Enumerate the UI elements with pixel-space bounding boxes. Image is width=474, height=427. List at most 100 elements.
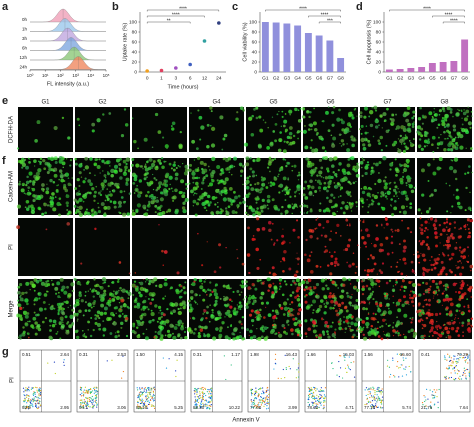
cell-red <box>447 243 452 248</box>
cell-green <box>158 284 163 289</box>
cell-green <box>242 198 245 200</box>
flow-event <box>148 402 151 404</box>
flow-event <box>202 395 204 397</box>
cell-green <box>144 167 149 172</box>
cell-green <box>291 169 294 172</box>
cell-green <box>455 309 459 313</box>
cell-green <box>433 111 435 113</box>
cell-green <box>377 202 381 206</box>
flow-event <box>292 358 294 360</box>
cell-green <box>248 192 251 196</box>
cell-green <box>177 323 181 327</box>
cell-red <box>387 338 389 340</box>
cell-red <box>455 242 458 244</box>
cell-green <box>351 210 353 212</box>
flow-event <box>265 389 268 392</box>
flow-event <box>467 356 469 358</box>
cell-red <box>390 265 393 268</box>
cell-red <box>448 222 452 226</box>
flow-event <box>196 406 198 408</box>
flow-event <box>79 399 81 401</box>
flow-event <box>202 397 204 400</box>
flow-event <box>27 388 30 391</box>
cell-green <box>444 288 448 291</box>
cell-green <box>155 284 158 287</box>
x-tick-label: 3 <box>174 75 177 81</box>
cell-green <box>146 176 148 178</box>
flow-event <box>194 401 196 403</box>
flow-event <box>344 356 346 359</box>
cell-green <box>348 301 352 305</box>
cell-green <box>89 157 93 161</box>
cell-green <box>157 130 162 134</box>
cell-green <box>346 143 348 145</box>
flow-event <box>199 387 201 390</box>
cell-green <box>212 213 215 216</box>
cell-green <box>132 294 135 296</box>
cell-red <box>201 264 204 267</box>
flow-event <box>27 406 30 408</box>
cell-green <box>250 132 255 137</box>
cell-green <box>411 282 417 288</box>
cell-green <box>170 187 173 190</box>
cell-green <box>317 186 322 190</box>
cell-red <box>300 287 302 289</box>
y-tick-label: 100 <box>373 19 381 25</box>
cell-green <box>49 305 54 311</box>
cell-green <box>200 188 203 190</box>
cell-green <box>321 287 326 291</box>
cell-green <box>121 288 126 293</box>
cell-red <box>263 281 265 283</box>
cell-green <box>300 211 302 213</box>
flow-event <box>25 387 27 389</box>
flow-event <box>462 356 464 359</box>
cell-green <box>464 172 467 175</box>
cell-red <box>348 224 351 227</box>
flow-event <box>208 396 210 398</box>
cell-green <box>172 163 176 167</box>
micrograph <box>132 218 187 276</box>
cell-green <box>319 202 322 205</box>
cell-green <box>219 326 223 330</box>
cell-green <box>327 181 332 186</box>
flow-event <box>201 387 203 389</box>
flow-event <box>463 367 465 369</box>
cell-green <box>383 185 388 190</box>
cell-green <box>93 211 96 214</box>
cell-green <box>106 317 111 322</box>
cell-red <box>423 258 427 262</box>
cell-green <box>231 300 233 303</box>
cell-green <box>251 295 254 298</box>
cell-green <box>365 163 369 167</box>
cell-green <box>36 323 41 328</box>
cell-green <box>91 129 95 133</box>
cell-green <box>390 205 393 207</box>
cell-green <box>452 128 457 132</box>
quadrant-value: 1.56 <box>364 352 373 357</box>
cell-red <box>430 326 434 330</box>
cell-green <box>17 336 20 339</box>
cell-green <box>99 172 101 174</box>
flow-event <box>437 407 439 409</box>
flow-event <box>310 387 312 389</box>
cell-green <box>78 293 83 298</box>
cell-green <box>145 306 149 309</box>
cell-green <box>197 167 200 169</box>
y-axis-label: Cell viability (%) <box>242 22 248 61</box>
cell-green <box>49 324 52 327</box>
flow-event <box>374 391 376 393</box>
flow-event <box>254 398 256 400</box>
cell-red <box>334 333 337 335</box>
cell-green <box>419 106 422 110</box>
cell-red <box>246 253 251 257</box>
flow-event <box>323 390 325 392</box>
flow-event <box>312 386 315 388</box>
cell-green <box>358 329 363 334</box>
cell-green <box>434 113 438 117</box>
cell-green <box>155 188 158 192</box>
micrograph <box>132 107 187 152</box>
flow-event <box>338 375 340 378</box>
panel-label: f <box>2 155 6 167</box>
flow-event <box>312 402 314 404</box>
cell-green <box>366 188 368 190</box>
